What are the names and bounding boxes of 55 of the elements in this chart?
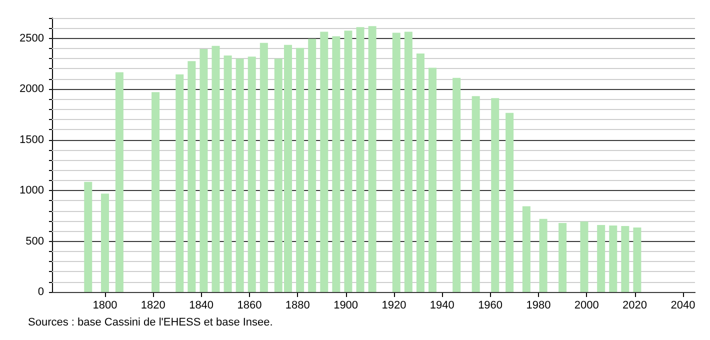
bar	[597, 225, 606, 292]
bar	[332, 36, 340, 292]
x-tick-label: 2040	[670, 300, 696, 312]
bar	[176, 74, 184, 292]
bar	[152, 92, 160, 292]
y-tick-label: 0	[38, 286, 44, 298]
bar	[100, 194, 109, 292]
source-note: Sources : base Cassini de l'EHESS et base Insee.	[28, 316, 273, 328]
x-tick-label: 1880	[285, 300, 310, 312]
bar	[392, 32, 400, 292]
bar	[491, 98, 500, 292]
bar	[428, 68, 436, 292]
x-tick-label: 1940	[430, 300, 454, 312]
bar	[200, 48, 208, 292]
bar	[368, 26, 376, 292]
bar	[506, 112, 514, 292]
x-tick-label: 2000	[574, 300, 599, 312]
bar	[580, 221, 588, 292]
bar	[224, 56, 232, 292]
bar	[621, 226, 630, 292]
y-tick-label: 1000	[20, 184, 44, 197]
bar	[84, 182, 92, 292]
bar	[452, 78, 461, 292]
x-tick-label: 1980	[526, 300, 551, 312]
x-tick-label: 1860	[237, 300, 262, 312]
y-tick-label: 2500	[20, 32, 44, 44]
bar	[248, 56, 256, 292]
x-tick-label: 2020	[622, 300, 648, 312]
y-tick-label: 500	[26, 235, 44, 248]
bar	[558, 222, 567, 292]
bar	[633, 228, 642, 292]
bar	[609, 226, 618, 292]
bar	[260, 42, 268, 292]
x-tick-label: 1820	[140, 300, 166, 312]
bar	[472, 96, 480, 292]
bar	[296, 48, 304, 292]
y-tick-label: 2000	[20, 83, 44, 96]
x-tick-label: 1900	[334, 300, 358, 312]
y-tick-label: 1500	[20, 134, 44, 146]
bar	[115, 72, 124, 292]
bar	[416, 54, 424, 292]
bar	[308, 38, 316, 292]
bar	[236, 58, 244, 292]
x-tick-label: 1840	[189, 300, 214, 312]
bar	[522, 206, 530, 292]
bar	[188, 61, 196, 292]
bar	[539, 218, 548, 292]
x-tick-label: 1800	[92, 300, 118, 312]
bar	[356, 27, 364, 292]
bar	[212, 46, 220, 292]
x-tick-label: 1960	[478, 300, 503, 312]
bar	[320, 32, 328, 292]
bar	[404, 32, 412, 292]
x-tick-label: 1920	[382, 300, 406, 312]
bar	[344, 30, 352, 292]
